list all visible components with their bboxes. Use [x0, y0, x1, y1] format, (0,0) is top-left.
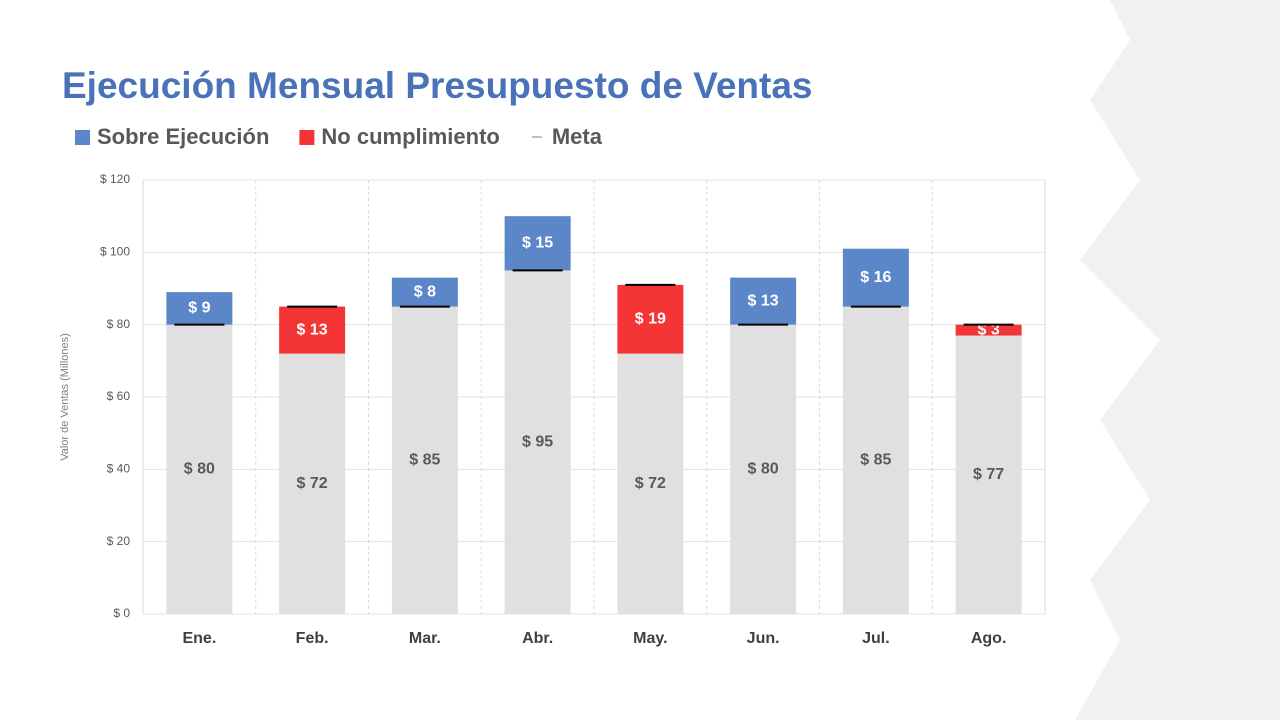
value-label: $ 85: [860, 452, 891, 469]
legend-label: Meta: [552, 124, 603, 149]
bar-segment: [166, 292, 233, 325]
x-tick-label: Abr.: [522, 630, 553, 647]
x-tick-label: Jun.: [747, 630, 780, 647]
bar-segment: [279, 306, 346, 354]
legend-label: No cumplimiento: [321, 124, 499, 149]
background-brush: [1075, 0, 1280, 720]
bar-segment: [504, 270, 571, 614]
bar-segment: [842, 306, 909, 614]
bar-segment: [504, 216, 571, 271]
x-tick-label: May.: [633, 630, 667, 647]
y-axis-label: Valor de Ventas (Millones): [59, 333, 71, 461]
value-label: $ 8: [414, 283, 436, 300]
bar-segment: [391, 306, 458, 614]
bar-segment: [391, 277, 458, 307]
x-tick-label: Mar.: [409, 630, 441, 647]
y-tick-label: $ 20: [107, 534, 131, 548]
value-label: $ 72: [297, 475, 328, 492]
value-label: $ 19: [635, 310, 666, 327]
value-label: $ 15: [522, 235, 553, 252]
y-tick-label: $ 120: [100, 172, 130, 186]
value-label: $ 72: [635, 475, 666, 492]
bar-segment: [730, 324, 797, 614]
legend-swatch: [299, 130, 315, 145]
legend-swatch: [75, 130, 90, 145]
bar-segment: [730, 277, 797, 325]
y-tick-label: $ 100: [100, 245, 130, 259]
bar-segment: [279, 353, 346, 614]
value-label: $ 13: [297, 321, 328, 338]
value-label: $ 77: [973, 466, 1004, 483]
x-tick-label: Feb.: [296, 630, 329, 647]
chart-title: Ejecución Mensual Presupuesto de Ventas: [62, 65, 813, 106]
value-label: $ 9: [188, 300, 210, 317]
y-tick-label: $ 40: [107, 462, 131, 476]
bar-segment: [166, 324, 233, 614]
bar-segment: [955, 335, 1022, 614]
y-tick-label: $ 80: [107, 317, 131, 331]
x-tick-label: Jul.: [862, 630, 890, 647]
x-tick-label: Ene.: [182, 630, 216, 647]
value-label: $ 80: [748, 461, 779, 478]
bar-segment: [617, 284, 684, 354]
legend-label: Sobre Ejecución: [97, 124, 269, 149]
value-label: $ 80: [184, 461, 215, 478]
value-label: $ 95: [522, 433, 553, 450]
y-tick-label: $ 0: [113, 606, 130, 620]
value-label: $ 16: [860, 269, 891, 286]
y-tick-label: $ 60: [107, 389, 131, 403]
bar-segment: [955, 324, 1022, 336]
bar-segment: [617, 353, 684, 614]
value-label: $ 13: [748, 292, 779, 309]
x-tick-label: Ago.: [971, 630, 1007, 647]
value-label: $ 85: [409, 452, 440, 469]
bar-segment: [842, 248, 909, 307]
